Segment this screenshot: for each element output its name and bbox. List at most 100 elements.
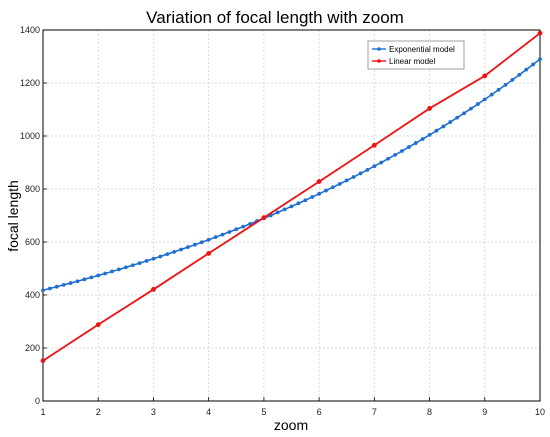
exponential-model-point — [275, 210, 280, 215]
exponential-model-point — [400, 149, 404, 153]
exponential-model-point — [510, 77, 515, 82]
exponential-model-point — [406, 145, 411, 149]
exponential-model-point — [172, 249, 177, 254]
exponential-model-point — [379, 160, 384, 165]
series-layer — [40, 30, 543, 364]
exponential-model-point — [351, 175, 356, 179]
exponential-model-point — [75, 279, 80, 284]
exponential-model-point — [386, 156, 391, 161]
legend-marker-linear — [377, 59, 381, 63]
x-tick-label: 7 — [372, 407, 377, 417]
y-axis-label: focal length — [5, 180, 21, 252]
exponential-model-point — [434, 128, 439, 133]
x-tick-label: 8 — [427, 407, 432, 417]
exponential-model-point — [517, 72, 522, 77]
exponential-model-point — [96, 273, 101, 278]
x-tick-label: 1 — [40, 407, 45, 417]
exponential-model-point — [482, 97, 487, 102]
exponential-model-point — [372, 164, 377, 169]
exponential-model-point — [310, 195, 315, 199]
linear-model-point — [206, 250, 212, 256]
exponential-model-point — [241, 224, 246, 229]
exponential-model-point — [427, 132, 432, 137]
exponential-model-point — [324, 188, 328, 193]
x-axis-ticks: 1 2 3 4 5 6 7 8 9 10 — [40, 397, 545, 417]
exponential-model-point — [524, 67, 529, 72]
linear-model-point — [95, 322, 101, 328]
exponential-model-point — [220, 232, 225, 237]
legend-marker-exponential — [377, 47, 381, 51]
exponential-model-point — [103, 271, 108, 276]
linear-model-point — [427, 106, 432, 111]
chart-title: Variation of focal length with zoom — [146, 8, 404, 27]
exponential-model-point — [282, 207, 287, 212]
exponential-model-point — [337, 181, 342, 186]
exponential-model-point — [199, 240, 204, 245]
plot-frame — [42, 29, 541, 402]
exponential-model-point — [41, 288, 45, 293]
exponential-model-point — [344, 178, 349, 183]
y-tick-label: 400 — [25, 290, 40, 300]
exponential-model-point — [248, 221, 252, 226]
y-tick-label: 0 — [35, 396, 40, 406]
linear-model-point — [371, 142, 377, 148]
exponential-model-point — [158, 254, 163, 259]
x-axis-label: zoom — [274, 417, 308, 433]
exponential-model-point — [489, 92, 494, 97]
exponential-model-point — [61, 283, 66, 287]
exponential-model-point — [303, 198, 308, 203]
exponential-model-point — [289, 204, 294, 209]
x-tick-label: 10 — [535, 407, 545, 417]
linear-model-point — [537, 30, 543, 36]
y-axis-ticks: 0 200 400 600 800 1000 1200 1400 — [20, 25, 47, 406]
exponential-model-point — [234, 227, 239, 232]
y-tick-label: 600 — [25, 237, 40, 247]
exponential-model-point — [89, 275, 94, 280]
legend-label-linear: Linear model — [389, 57, 435, 66]
exponential-model-point — [179, 247, 183, 252]
linear-model-point — [482, 73, 488, 79]
exponential-model-point — [123, 265, 128, 270]
exponential-model-point — [213, 235, 218, 240]
exponential-model-point — [110, 269, 114, 274]
linear-model-line — [42, 32, 541, 362]
exponential-model-point — [358, 171, 363, 176]
y-tick-label: 1000 — [20, 131, 40, 141]
exponential-model-point — [117, 267, 121, 272]
exponential-model-point — [227, 230, 232, 234]
x-tick-label: 2 — [96, 407, 101, 417]
x-tick-label: 9 — [482, 407, 487, 417]
y-tick-label: 200 — [25, 343, 40, 353]
exponential-model-point — [496, 87, 501, 92]
x-tick-label: 6 — [317, 407, 322, 417]
y-tick-label: 1400 — [20, 25, 40, 35]
exponential-model-point — [455, 115, 460, 120]
exponential-model-point — [54, 284, 59, 289]
exponential-model-point — [531, 62, 535, 67]
exponential-model-point — [296, 201, 301, 206]
exponential-model-point — [130, 263, 135, 268]
legend: Exponential model Linear model — [367, 40, 465, 70]
exponential-model-point — [420, 137, 425, 141]
exponential-model-point — [206, 237, 211, 242]
legend-label-exponential: Exponential model — [389, 45, 455, 54]
y-tick-label: 1200 — [20, 78, 40, 88]
exponential-model-point — [365, 167, 370, 172]
exponential-model-point — [151, 256, 156, 261]
exponential-model-point — [413, 141, 418, 145]
x-tick-label: 4 — [206, 407, 211, 417]
exponential-model-point — [331, 185, 335, 190]
exponential-model-point — [448, 120, 453, 124]
y-tick-label: 800 — [25, 184, 40, 194]
exponential-model-point — [393, 153, 397, 157]
exponential-model-point — [462, 111, 466, 116]
linear-model-point — [261, 215, 267, 221]
exponential-model-point — [68, 281, 73, 285]
x-tick-label: 5 — [261, 407, 266, 417]
plot-area — [43, 30, 540, 401]
legend-box — [367, 40, 465, 70]
exponential-model-point — [192, 242, 197, 247]
exponential-model-point — [469, 106, 473, 111]
linear-model-point — [151, 287, 156, 292]
